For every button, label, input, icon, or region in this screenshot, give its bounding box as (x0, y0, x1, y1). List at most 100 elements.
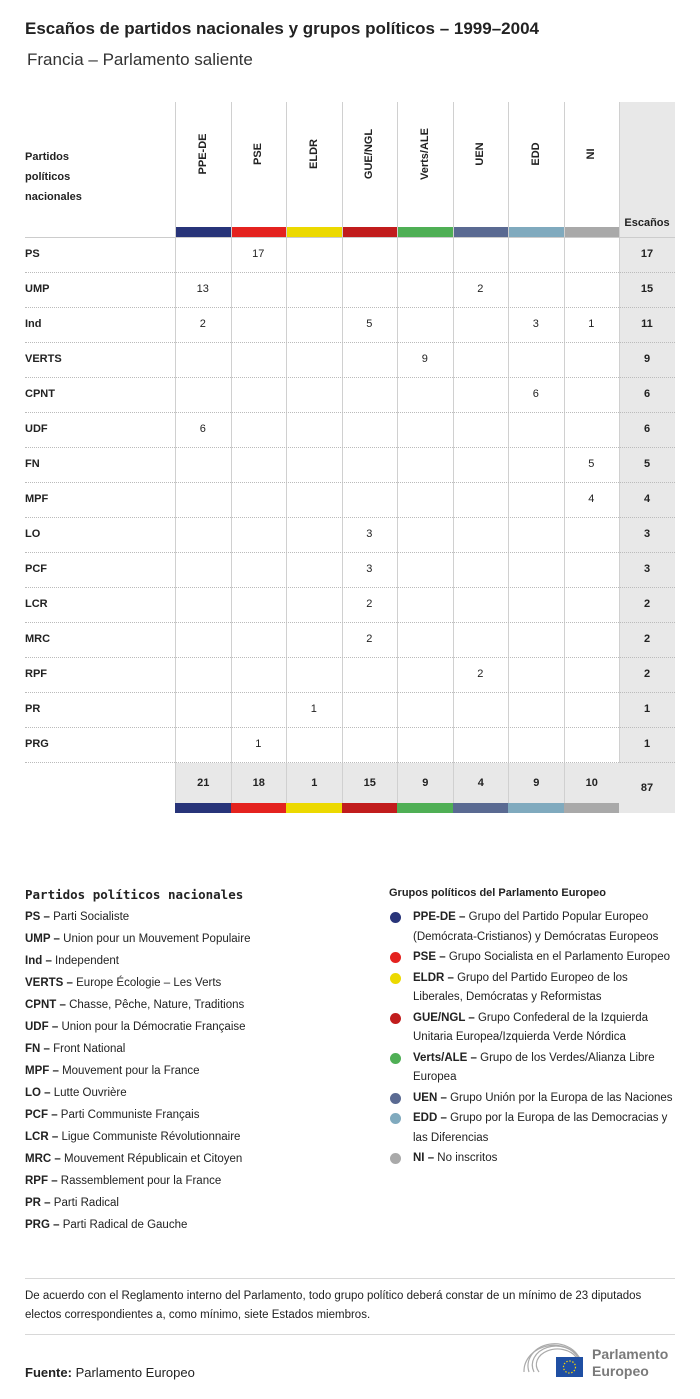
table-row: FN 5 5 (25, 447, 675, 483)
party-name: Parti Radical (53, 1197, 119, 1209)
group-column-header: GUE/NGL (341, 102, 397, 237)
group-color-dot-icon (390, 972, 401, 984)
group-header-label: UEN (474, 142, 487, 166)
table-row: PR 1 1 (25, 692, 675, 728)
column-divider (619, 553, 620, 588)
group-name: Grupo por la Europa de las Democracias y… (413, 1112, 668, 1144)
column-divider (175, 378, 176, 413)
party-name: Independent (55, 955, 119, 967)
column-divider (397, 588, 398, 623)
group-color-dot-icon (390, 912, 401, 923)
column-divider (563, 728, 565, 763)
column-divider (508, 448, 509, 483)
party-legend-title: Partidos políticos nacionales (25, 887, 244, 902)
column-divider (341, 728, 343, 763)
column-divider (563, 238, 565, 273)
column-divider (286, 553, 287, 588)
column-divider (563, 273, 565, 308)
seat-value: 3 (532, 318, 539, 330)
party-abbr: FN – (25, 1043, 50, 1055)
table-row: VERTS 9 9 (25, 342, 675, 378)
column-divider (230, 343, 232, 378)
column-divider (175, 728, 176, 763)
seat-value: 2 (366, 633, 373, 645)
column-divider (508, 273, 509, 308)
table-row: PCF 3 3 (25, 552, 675, 588)
party-abbr: UMP – (25, 933, 60, 945)
group-legend-item: PSE – Grupo Socialista en el Parlamento … (389, 948, 679, 968)
column-divider (452, 483, 454, 518)
column-divider (563, 623, 565, 658)
party-name: Union pour un Mouvement Populaire (63, 933, 251, 945)
column-divider (230, 553, 232, 588)
row-total: 11 (641, 318, 653, 330)
column-divider (619, 238, 620, 273)
group-color-bar (230, 803, 286, 813)
group-color-bar (397, 803, 453, 813)
seat-value: 3 (366, 528, 373, 540)
column-divider (230, 518, 232, 553)
column-divider (508, 102, 509, 237)
column-divider (508, 308, 509, 343)
row-total: 1 (643, 703, 651, 715)
table-row: CPNT 6 6 (25, 377, 675, 413)
column-divider (286, 623, 287, 658)
column-divider (397, 413, 398, 448)
party-label: RPF (25, 668, 47, 680)
party-abbr: LCR – (25, 1131, 59, 1143)
column-divider (563, 693, 565, 728)
party-legend-item: LO – Lutte Ouvrière (25, 1087, 250, 1109)
party-legend-item: PS – Parti Socialiste (25, 911, 250, 933)
group-header-label: EDD (529, 142, 542, 166)
column-divider (286, 448, 287, 483)
column-divider (230, 308, 232, 343)
group-abbr: ELDR – (413, 971, 454, 984)
party-name: Rassemblement pour la France (60, 1175, 222, 1187)
column-divider (175, 448, 176, 483)
column-divider (286, 238, 287, 273)
column-divider (452, 588, 454, 623)
group-color-bar (341, 227, 397, 237)
total-column-bg (619, 378, 675, 413)
party-name: Chasse, Pêche, Nature, Traditions (69, 999, 245, 1011)
row-total: 3 (643, 563, 651, 575)
group-abbr: UEN – (413, 1091, 447, 1104)
party-abbr: PRG – (25, 1219, 60, 1231)
group-name: Grupo del Partido Europeo de los Liberal… (413, 971, 628, 1004)
group-header-label: ELDR (307, 139, 320, 169)
row-header: Partidos políticos nacionales (25, 151, 82, 203)
column-divider (563, 343, 565, 378)
group-color-bar (563, 803, 619, 813)
table-row: Ind 2 5 3 1 11 (25, 307, 675, 343)
column-divider (341, 518, 343, 553)
group-total: 18 (230, 763, 286, 803)
party-legend-item: MPF – Mouvement pour la France (25, 1065, 250, 1087)
column-divider (286, 413, 287, 448)
column-divider (619, 658, 620, 693)
seat-value: 2 (477, 668, 484, 680)
party-label: LO (25, 528, 41, 540)
party-label: PS (25, 248, 40, 260)
group-header-label: PPE-DE (196, 133, 209, 175)
column-divider (230, 238, 232, 273)
column-divider (619, 518, 620, 553)
party-name: Union pour la Démocratie Française (61, 1021, 246, 1033)
seat-value: 6 (199, 423, 206, 435)
chart-subtitle: Francia – Parlamento saliente (27, 50, 253, 69)
row-total: 2 (643, 633, 651, 645)
party-legend-item: FN – Front National (25, 1043, 250, 1065)
column-divider (286, 378, 287, 413)
row-total: 6 (643, 423, 651, 435)
party-legend-item: MRC – Mouvement Républicain et Citoyen (25, 1153, 250, 1175)
group-color-bar (452, 227, 508, 237)
group-color-dot-icon (390, 1113, 401, 1124)
group-color-bar (175, 803, 231, 813)
group-total: 10 (563, 763, 619, 803)
party-label: PRG (25, 738, 49, 750)
column-divider (563, 553, 565, 588)
seat-value: 2 (477, 283, 484, 295)
party-abbr: MPF – (25, 1065, 59, 1077)
party-name: Mouvement Républicain et Citoyen (63, 1153, 243, 1165)
column-divider (230, 378, 232, 413)
column-divider (286, 728, 287, 763)
